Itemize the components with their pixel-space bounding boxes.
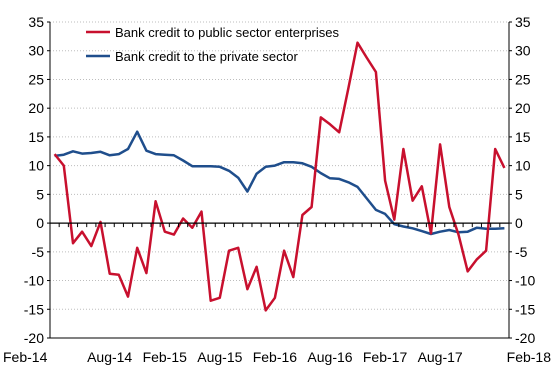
y-tick-label-right: 35 bbox=[515, 14, 531, 30]
series-line-public-sector bbox=[53, 41, 506, 312]
x-axis: Feb-14 Aug-14 Feb-15 Aug-15 Feb-16 Aug-16 Feb-… bbox=[3, 349, 551, 365]
axes bbox=[49, 22, 510, 339]
y-tick-label-right: -5 bbox=[515, 244, 528, 260]
y-tick-label-left: 0 bbox=[36, 215, 44, 231]
y-tick-label-left: 30 bbox=[28, 43, 44, 59]
y-tick-label-left: 25 bbox=[28, 71, 44, 87]
x-tick-label: Aug-17 bbox=[418, 349, 463, 365]
right-y-axis: -20 -15 -10 -5 0 5 10 15 20 25 30 35 bbox=[509, 14, 535, 346]
x-tick-label: Feb-16 bbox=[253, 349, 298, 365]
y-tick-label-right: 20 bbox=[515, 100, 531, 116]
legend-label-public: Bank credit to public sector enterprises bbox=[115, 25, 339, 40]
x-tick-label: Feb-15 bbox=[143, 349, 188, 365]
y-tick-label-left: -15 bbox=[24, 301, 44, 317]
x-tick-label: Aug-14 bbox=[87, 349, 132, 365]
y-tick-label-right: -10 bbox=[515, 273, 535, 289]
left-y-axis: -20 -15 -10 -5 0 5 10 15 20 25 30 35 bbox=[24, 14, 50, 346]
y-tick-label-left: 10 bbox=[28, 158, 44, 174]
y-tick-label-right: 10 bbox=[515, 158, 531, 174]
series-layer bbox=[53, 41, 506, 312]
y-tick-label-right: 5 bbox=[515, 186, 523, 202]
y-tick-label-right: 30 bbox=[515, 43, 531, 59]
y-tick-label-left: 5 bbox=[36, 186, 44, 202]
y-tick-label-right: 25 bbox=[515, 71, 531, 87]
y-tick-label-left: -10 bbox=[24, 273, 44, 289]
x-tick-label: Feb-17 bbox=[363, 349, 408, 365]
legend: Bank credit to public sector enterprises… bbox=[86, 25, 339, 64]
x-tick-label: Aug-16 bbox=[307, 349, 352, 365]
y-tick-label-right: -15 bbox=[515, 301, 535, 317]
series-line-private-sector bbox=[54, 130, 505, 236]
y-tick-label-left: -5 bbox=[32, 244, 45, 260]
y-tick-label-right: 15 bbox=[515, 129, 531, 145]
gridlines bbox=[50, 21, 509, 339]
x-tick-label: Feb-14 bbox=[3, 349, 48, 365]
legend-label-private: Bank credit to the private sector bbox=[115, 49, 298, 64]
y-tick-label-right: -20 bbox=[515, 330, 535, 346]
y-tick-label-left: 20 bbox=[28, 100, 44, 116]
y-tick-label-left: 35 bbox=[28, 14, 44, 30]
x-tick-label: Aug-15 bbox=[197, 349, 242, 365]
x-tick-label: Feb-18 bbox=[507, 349, 552, 365]
y-tick-label-left: -20 bbox=[24, 330, 44, 346]
y-tick-label-right: 0 bbox=[515, 215, 523, 231]
y-tick-label-left: 15 bbox=[28, 129, 44, 145]
